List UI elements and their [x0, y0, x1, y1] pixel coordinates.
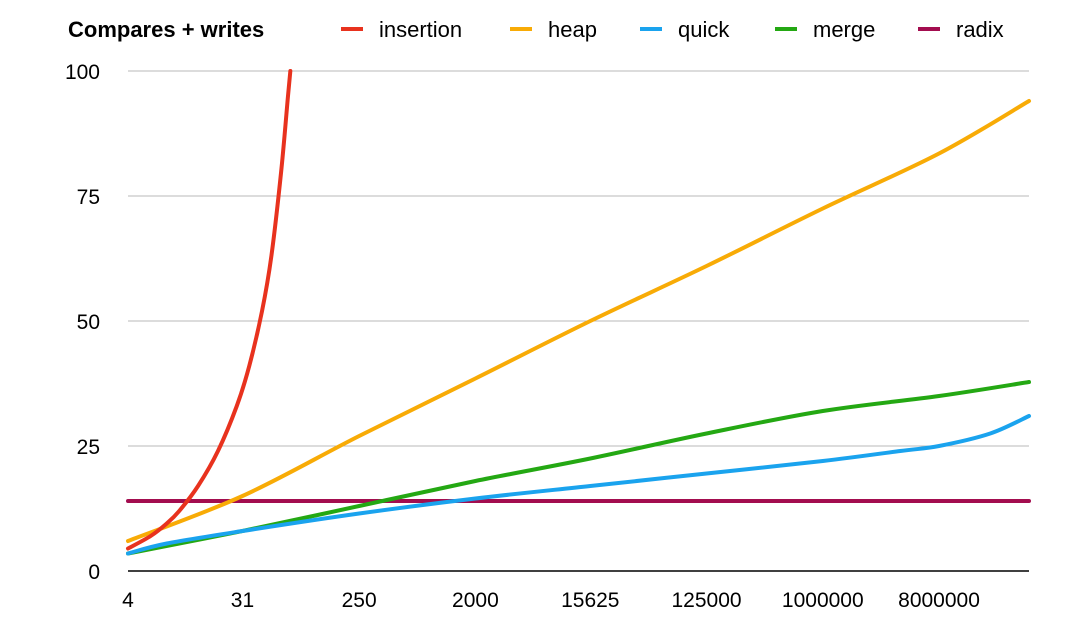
x-tick-label-250: 250 — [342, 589, 377, 612]
y-tick-label-50: 50 — [77, 311, 100, 334]
x-tick-label-4: 4 — [122, 589, 134, 612]
x-tick-label-15625: 15625 — [561, 589, 619, 612]
grid-lines — [128, 70, 1029, 447]
chart-title: Compares + writes — [68, 17, 264, 42]
series-line-heap — [126, 99, 1031, 543]
x-tick-label-1000000: 1000000 — [782, 589, 864, 612]
legend-label-quick: quick — [678, 17, 730, 42]
legend-label-radix: radix — [956, 17, 1004, 42]
legend-label-merge: merge — [813, 17, 875, 42]
y-tick-label-25: 25 — [77, 436, 100, 459]
series-line-insertion — [126, 69, 293, 551]
y-tick-label-75: 75 — [77, 186, 100, 209]
x-tick-label-31: 31 — [231, 589, 254, 612]
legend: Compares + writes insertion heap quick merg… — [68, 17, 1004, 42]
y-tick-label-0: 0 — [88, 561, 100, 584]
x-tick-label-2000: 2000 — [452, 589, 499, 612]
y-tick-label-100: 100 — [65, 61, 100, 84]
axes: 0 25 50 75 100 4 31 250 2000 15625 125000 1000000 80… — [65, 61, 1029, 612]
x-tick-label-8000000: 8000000 — [898, 589, 980, 612]
legend-label-insertion: insertion — [379, 17, 462, 42]
legend-label-heap: heap — [548, 17, 597, 42]
x-tick-label-125000: 125000 — [672, 589, 742, 612]
series-lines — [126, 69, 1031, 556]
series-line-quick — [126, 414, 1031, 556]
